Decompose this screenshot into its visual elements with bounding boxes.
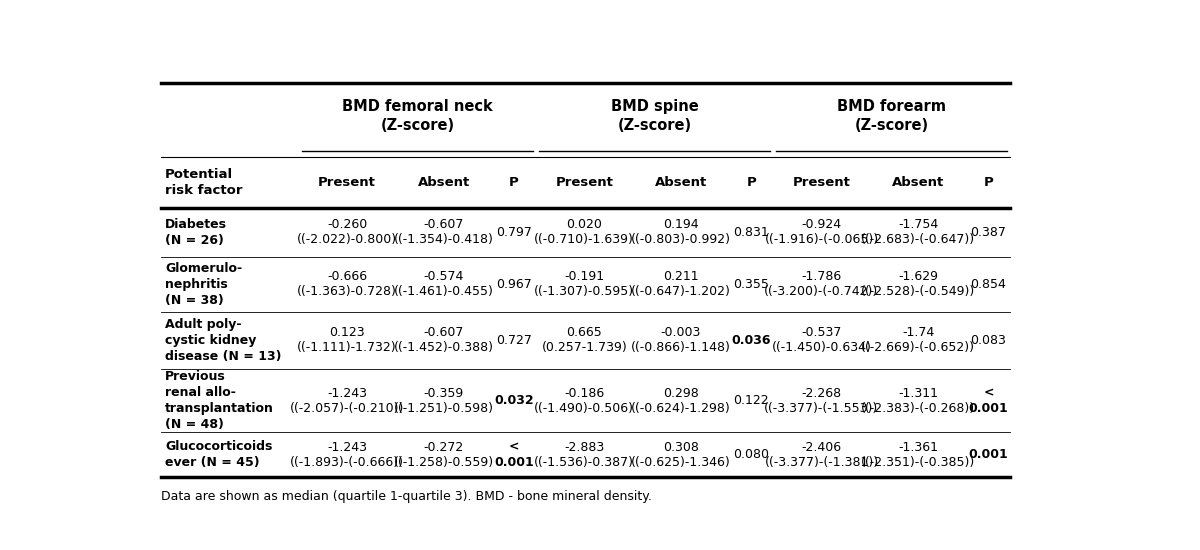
Text: 0.831: 0.831 — [733, 226, 769, 239]
Text: Present: Present — [318, 176, 376, 189]
Text: Adult poly-
cystic kidney
disease (N = 13): Adult poly- cystic kidney disease (N = 1… — [164, 318, 281, 362]
Text: BMD spine
(Z-score): BMD spine (Z-score) — [611, 99, 698, 133]
Text: BMD forearm
(Z-score): BMD forearm (Z-score) — [838, 99, 946, 133]
Text: 0.083: 0.083 — [971, 334, 1007, 346]
Text: -1.311
((-2.383)-(-0.268)): -1.311 ((-2.383)-(-0.268)) — [862, 387, 976, 415]
Text: P: P — [984, 176, 994, 189]
Text: <
0.001: < 0.001 — [494, 441, 534, 469]
Text: 0.194
((-0.803)-0.992): 0.194 ((-0.803)-0.992) — [631, 218, 731, 246]
Text: Glomerulo-
nephritis
(N = 38): Glomerulo- nephritis (N = 38) — [164, 262, 242, 306]
Text: 0.967: 0.967 — [497, 278, 532, 290]
Text: 0.797: 0.797 — [496, 226, 532, 239]
Text: -0.607
((-1.452)-0.388): -0.607 ((-1.452)-0.388) — [394, 326, 494, 354]
Text: -0.186
((-1.490)-0.506): -0.186 ((-1.490)-0.506) — [534, 387, 635, 415]
Text: 0.020
((-0.710)-1.639): 0.020 ((-0.710)-1.639) — [534, 218, 635, 246]
Text: -1.243
((-2.057)-(-0.210)): -1.243 ((-2.057)-(-0.210)) — [290, 387, 404, 415]
Text: -0.924
((-1.916)-(-0.065)): -0.924 ((-1.916)-(-0.065)) — [764, 218, 878, 246]
Text: 0.308
((-0.625)-1.346): 0.308 ((-0.625)-1.346) — [631, 441, 731, 469]
Text: Present: Present — [556, 176, 613, 189]
Text: -2.268
((-3.377)-(-1.553)): -2.268 ((-3.377)-(-1.553)) — [764, 387, 878, 415]
Text: Glucocorticoids
ever (N = 45): Glucocorticoids ever (N = 45) — [164, 440, 272, 469]
Text: Absent: Absent — [418, 176, 470, 189]
Text: -0.191
((-1.307)-0.595): -0.191 ((-1.307)-0.595) — [534, 270, 635, 298]
Text: Data are shown as median (quartile 1-quartile 3). BMD - bone mineral density.: Data are shown as median (quartile 1-qua… — [161, 490, 652, 503]
Text: 0.355: 0.355 — [733, 278, 769, 290]
Text: -0.574
((-1.461)-0.455): -0.574 ((-1.461)-0.455) — [394, 270, 494, 298]
Text: -0.607
((-1.354)-0.418): -0.607 ((-1.354)-0.418) — [394, 218, 494, 246]
Text: -1.629
((-2.528)-(-0.549)): -1.629 ((-2.528)-(-0.549)) — [862, 270, 976, 298]
Text: 0.001: 0.001 — [968, 448, 1008, 461]
Text: <
0.001: < 0.001 — [968, 387, 1008, 415]
Text: 0.665
(0.257-1.739): 0.665 (0.257-1.739) — [541, 326, 628, 354]
Text: 0.211
((-0.647)-1.202): 0.211 ((-0.647)-1.202) — [631, 270, 731, 298]
Text: -1.74
((-2.669)-(-0.652)): -1.74 ((-2.669)-(-0.652)) — [862, 326, 976, 354]
Text: -0.359
((-1.251)-0.598): -0.359 ((-1.251)-0.598) — [394, 387, 494, 415]
Text: 0.387: 0.387 — [971, 226, 1007, 239]
Text: -0.003
((-0.866)-1.148): -0.003 ((-0.866)-1.148) — [631, 326, 731, 354]
Text: 0.080: 0.080 — [733, 448, 769, 461]
Text: -2.883
((-1.536)-0.387): -2.883 ((-1.536)-0.387) — [534, 441, 635, 469]
Text: -0.666
((-1.363)-0.728): -0.666 ((-1.363)-0.728) — [298, 270, 397, 298]
Text: P: P — [509, 176, 518, 189]
Text: BMD femoral neck
(Z-score): BMD femoral neck (Z-score) — [342, 99, 493, 133]
Text: -0.272
((-1.258)-0.559): -0.272 ((-1.258)-0.559) — [394, 441, 494, 469]
Text: -1.786
((-3.200)-(-0.742)): -1.786 ((-3.200)-(-0.742)) — [764, 270, 878, 298]
Text: -0.260
((-2.022)-0.800): -0.260 ((-2.022)-0.800) — [298, 218, 397, 246]
Text: -1.361
((-2.351)-(-0.385)): -1.361 ((-2.351)-(-0.385)) — [862, 441, 976, 469]
Text: 0.123
((-1.111)-1.732): 0.123 ((-1.111)-1.732) — [298, 326, 397, 354]
Text: 0.298
((-0.624)-1.298): 0.298 ((-0.624)-1.298) — [631, 387, 731, 415]
Text: 0.122: 0.122 — [733, 394, 769, 407]
Text: -0.537
((-1.450)-0.634): -0.537 ((-1.450)-0.634) — [772, 326, 871, 354]
Text: 0.036: 0.036 — [732, 334, 770, 346]
Text: 0.032: 0.032 — [494, 394, 534, 407]
Text: Absent: Absent — [655, 176, 707, 189]
Text: -1.243
((-1.893)-(-0.666)): -1.243 ((-1.893)-(-0.666)) — [290, 441, 404, 469]
Text: Potential
risk factor: Potential risk factor — [164, 168, 242, 197]
Text: Absent: Absent — [892, 176, 944, 189]
Text: Diabetes
(N = 26): Diabetes (N = 26) — [164, 218, 227, 247]
Text: P: P — [746, 176, 756, 189]
Text: -2.406
((-3.377)-(-1.381)): -2.406 ((-3.377)-(-1.381)) — [764, 441, 878, 469]
Text: 0.854: 0.854 — [971, 278, 1007, 290]
Text: Previous
renal allo-
transplantation
(N = 48): Previous renal allo- transplantation (N … — [164, 370, 274, 431]
Text: -1.754
((-2.683)-(-0.647)): -1.754 ((-2.683)-(-0.647)) — [862, 218, 976, 246]
Text: Present: Present — [792, 176, 851, 189]
Text: 0.727: 0.727 — [496, 334, 532, 346]
